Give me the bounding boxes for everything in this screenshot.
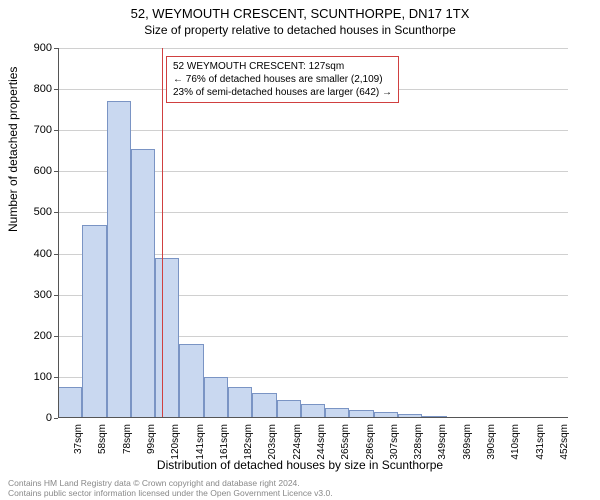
xtick-label: 141sqm [195, 424, 206, 460]
xtick-label: 244sqm [316, 424, 327, 460]
xtick-label: 120sqm [170, 424, 181, 460]
x-axis [58, 417, 568, 418]
ytick-label: 0 [22, 412, 52, 424]
ytick-label: 600 [22, 165, 52, 177]
attribution-line: Contains public sector information licen… [8, 488, 333, 498]
x-axis-label: Distribution of detached houses by size … [0, 458, 600, 472]
histogram-bar [301, 404, 325, 418]
xtick-label: 410sqm [510, 424, 521, 460]
xtick-label: 431sqm [535, 424, 546, 460]
chart-subtitle: Size of property relative to detached ho… [0, 23, 600, 37]
ytick-label: 500 [22, 206, 52, 218]
ytick-label: 400 [22, 248, 52, 260]
y-axis [58, 48, 59, 418]
xtick-label: 265sqm [340, 424, 351, 460]
histogram-bar [204, 377, 228, 418]
xtick-label: 390sqm [486, 424, 497, 460]
histogram-bar [58, 387, 82, 418]
ytick-label: 700 [22, 124, 52, 136]
histogram-bar [82, 225, 106, 418]
ytick-label: 900 [22, 42, 52, 54]
attribution-line: Contains HM Land Registry data © Crown c… [8, 478, 333, 488]
gridline [58, 130, 568, 131]
chart-title: 52, WEYMOUTH CRESCENT, SCUNTHORPE, DN17 … [0, 0, 600, 21]
xtick-label: 286sqm [365, 424, 376, 460]
histogram-bar [277, 400, 301, 419]
xtick-label: 58sqm [97, 424, 108, 454]
xtick-label: 307sqm [389, 424, 400, 460]
ytick-label: 200 [22, 330, 52, 342]
xtick-label: 203sqm [267, 424, 278, 460]
ytick-label: 300 [22, 289, 52, 301]
callout-line: 23% of semi-detached houses are larger (… [173, 86, 392, 99]
callout-line: ← 76% of detached houses are smaller (2,… [173, 73, 392, 86]
histogram-bar [107, 101, 131, 418]
xtick-label: 224sqm [292, 424, 303, 460]
xtick-label: 37sqm [73, 424, 84, 454]
attribution-text: Contains HM Land Registry data © Crown c… [8, 478, 333, 498]
xtick-label: 99sqm [146, 424, 157, 454]
ytick-label: 100 [22, 371, 52, 383]
callout-box: 52 WEYMOUTH CRESCENT: 127sqm← 76% of det… [166, 56, 399, 103]
xtick-label: 452sqm [559, 424, 570, 460]
histogram-bar [179, 344, 203, 418]
xtick-label: 78sqm [122, 424, 133, 454]
xtick-label: 161sqm [219, 424, 230, 460]
reference-line [162, 48, 163, 418]
ytick-mark [54, 418, 58, 419]
callout-line: 52 WEYMOUTH CRESCENT: 127sqm [173, 60, 392, 73]
histogram-bar [228, 387, 252, 418]
xtick-label: 328sqm [413, 424, 424, 460]
chart-plot-area: 010020030040050060070080090037sqm58sqm78… [58, 48, 568, 418]
histogram-bar [131, 149, 155, 418]
xtick-label: 182sqm [243, 424, 254, 460]
xtick-label: 369sqm [462, 424, 473, 460]
histogram-bar [155, 258, 179, 418]
y-axis-label: Number of detached properties [6, 67, 20, 232]
histogram-bar [252, 393, 276, 418]
xtick-label: 349sqm [437, 424, 448, 460]
ytick-label: 800 [22, 83, 52, 95]
gridline [58, 48, 568, 49]
